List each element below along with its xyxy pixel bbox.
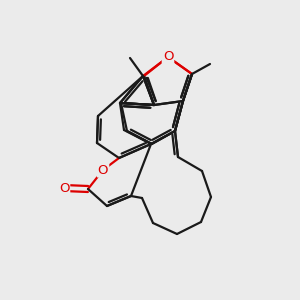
Text: O: O <box>163 50 173 64</box>
Text: O: O <box>59 182 69 194</box>
Text: O: O <box>98 164 108 176</box>
